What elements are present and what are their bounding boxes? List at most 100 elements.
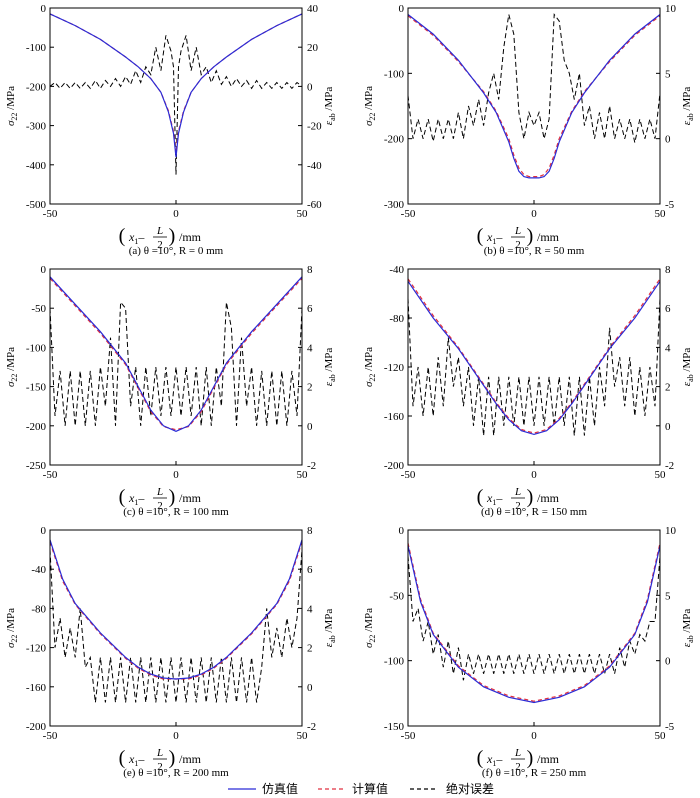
right-tick-label: 8 (307, 264, 313, 276)
plot-frame (49, 268, 303, 466)
x-tick-label: 0 (531, 208, 537, 220)
panel-caption: (d) θ =10°, R = 150 mm (481, 506, 588, 518)
left-tick-label: 0 (41, 3, 47, 15)
left-tick-label: -300 (384, 199, 405, 211)
x-axis-label: (x1– L2)/mm (477, 486, 560, 512)
label-symbol: σ (5, 642, 17, 648)
var-sub: 1 (492, 237, 496, 246)
label-subscript: 22 (368, 113, 377, 121)
series-line-calculated (49, 541, 303, 680)
label-unit: /MPa (681, 348, 693, 375)
label-symbol: ε (323, 120, 335, 125)
series-line-simulated (407, 545, 661, 704)
paren-right: ) (169, 486, 176, 508)
y-right-axis-label: εab /MPa (681, 87, 695, 126)
label-subscript: ab (328, 113, 337, 121)
x-axis-label: (x1– L2)/mm (477, 747, 560, 773)
label-symbol: σ (363, 381, 375, 387)
left-tick-label: -160 (384, 411, 405, 423)
left-tick-label: 0 (41, 525, 47, 537)
right-tick-label: 10 (665, 3, 677, 15)
left-tick-label: -120 (26, 643, 47, 655)
label-unit: /MPa (323, 609, 335, 636)
label-symbol: ε (681, 381, 693, 386)
right-tick-label: 5 (665, 590, 671, 602)
left-tick-label: -100 (26, 42, 47, 54)
panel-caption: (b) θ =10°, R = 50 mm (484, 245, 585, 257)
right-tick-label: 0 (665, 134, 671, 146)
label-unit: /MPa (363, 347, 375, 374)
frac-num: L (514, 486, 521, 498)
right-tick-label: -60 (307, 199, 322, 211)
label-symbol: σ (5, 381, 17, 387)
x-tick-label: 50 (655, 469, 667, 481)
left-tick-label: -300 (26, 121, 47, 133)
y-left-axis-label: σ22 /MPa (363, 86, 377, 126)
frac-den: 2 (515, 500, 521, 512)
plot-frame (407, 529, 661, 727)
y-left-axis-label: σ22 /MPa (5, 347, 19, 387)
label-unit: /MPa (323, 87, 335, 114)
y-left-axis-label: σ22 /MPa (5, 86, 19, 126)
var-minus: – (495, 491, 503, 505)
label-unit: /MPa (681, 609, 693, 636)
var-x: x (128, 491, 135, 505)
label-symbol: ε (323, 381, 335, 386)
series-line-abs-error (49, 549, 303, 703)
y-left-axis-label: σ22 /MPa (363, 608, 377, 648)
x-tick-label: 50 (655, 208, 667, 220)
x-axis-label: (x1– L2)/mm (119, 225, 202, 251)
legend: 仿真值 计算值 绝对误差 (228, 781, 494, 796)
right-tick-label: 0 (665, 421, 671, 433)
right-tick-label: 6 (307, 303, 313, 315)
x-tick-label: 0 (531, 730, 537, 742)
unit-mm: /mm (537, 230, 560, 244)
chart-panel-e: -200 -160 -120 -80 -40 0 -2 0 2 4 6 8 -50 0 50 σ22 /MPa… (5, 525, 337, 779)
panel-caption: (f) θ =10°, R = 250 mm (482, 767, 587, 779)
frac-den: 2 (157, 239, 163, 251)
right-tick-label: 40 (307, 3, 319, 15)
frac-den: 2 (157, 500, 163, 512)
label-subscript: ab (328, 635, 337, 643)
frac-num: L (156, 225, 163, 237)
right-tick-label: -5 (665, 199, 675, 211)
right-tick-label: 2 (307, 382, 313, 394)
right-tick-label: -2 (665, 460, 674, 472)
label-unit: /MPa (323, 348, 335, 375)
paren-left: ( (477, 225, 484, 247)
x-tick-label: 50 (297, 469, 309, 481)
label-symbol: σ (363, 642, 375, 648)
label-symbol: σ (363, 120, 375, 126)
x-tick-label: 50 (297, 208, 309, 220)
series-line-abs-error (49, 35, 303, 175)
paren-right: ) (169, 747, 176, 769)
plot-frame (49, 529, 303, 727)
right-tick-label: 8 (307, 525, 313, 537)
frac-num: L (514, 225, 521, 237)
right-tick-label: 2 (307, 643, 313, 655)
y-right-axis-label: εab /MPa (323, 87, 337, 126)
x-tick-label: -50 (43, 730, 58, 742)
y-right-axis-label: εab /MPa (681, 348, 695, 387)
series-line-calculated (407, 278, 661, 434)
series-line-abs-error (49, 300, 303, 426)
var-x: x (128, 230, 135, 244)
frac-num: L (156, 747, 163, 759)
right-tick-label: 2 (665, 382, 671, 394)
label-subscript: ab (686, 113, 695, 121)
var-sub: 1 (492, 498, 496, 507)
right-tick-label: -5 (665, 721, 675, 733)
x-axis-label: (x1– L2)/mm (119, 747, 202, 773)
paren-right: ) (169, 225, 176, 247)
legend-label: 计算值 (352, 781, 388, 796)
paren-right: ) (527, 486, 534, 508)
label-symbol: ε (323, 642, 335, 647)
var-sub: 1 (492, 759, 496, 768)
x-tick-label: 0 (173, 469, 179, 481)
series-line-simulated (407, 280, 661, 436)
x-tick-label: -50 (401, 469, 416, 481)
left-tick-label: -150 (384, 721, 405, 733)
series-line-calculated (407, 542, 661, 702)
